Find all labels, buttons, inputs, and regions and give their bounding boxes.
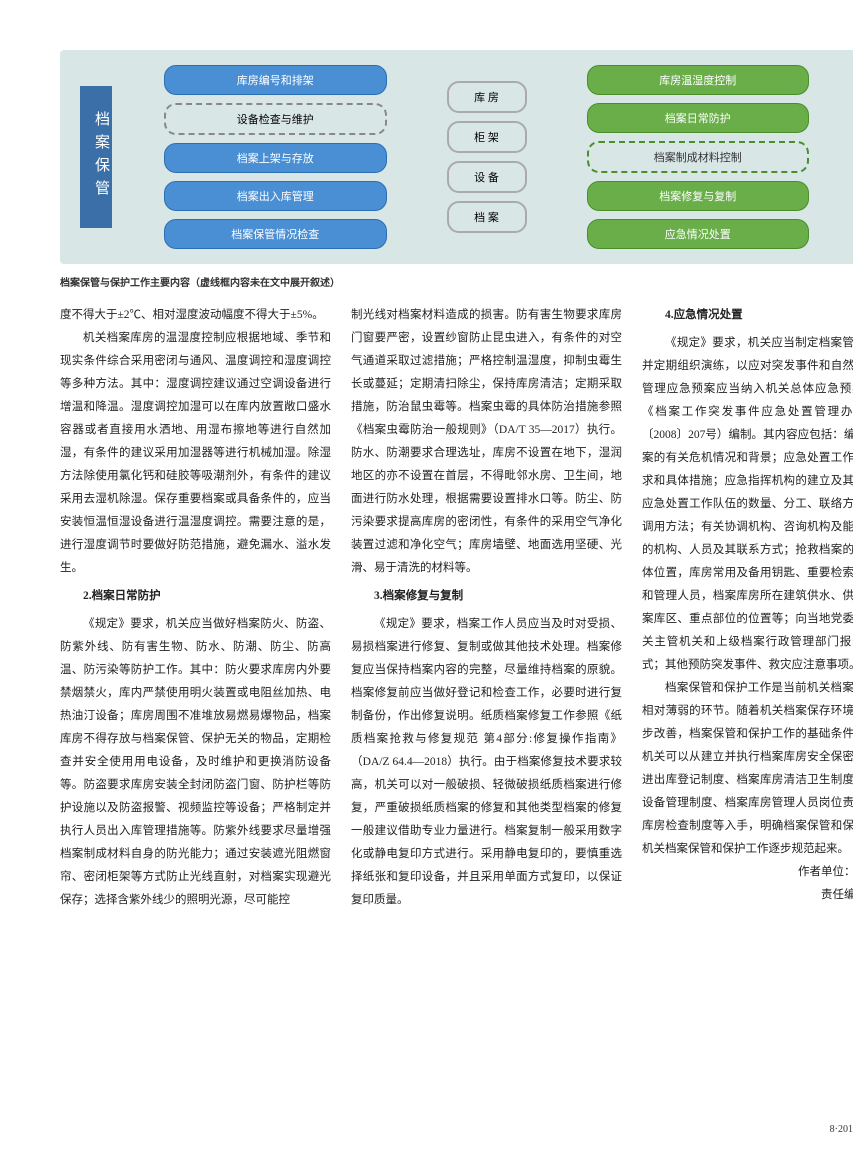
diagram: 档案保管 库房编号和排架 设备检查与维护 档案上架与存放 档案出入库管理 档案保… [60,50,853,264]
author: 作者单位：国家档案局 [642,861,853,884]
box-m-3: 档 案 [447,201,527,233]
col1: 库房编号和排架 设备检查与维护 档案上架与存放 档案出入库管理 档案保管情况检查 [164,65,387,249]
box-m-2: 设 备 [447,161,527,193]
box-c1-4: 档案保管情况检查 [164,219,387,249]
box-c2-1: 档案日常防护 [587,103,810,133]
p3: 《规定》要求，机关应当做好档案防火、防盗、防紫外线、防有害生物、防水、防潮、防尘… [60,613,331,912]
footer: 8·2019 中国档案 37 [830,1120,853,1135]
h4: 4.应急情况处置 [642,304,853,327]
box-m-0: 库 房 [447,81,527,113]
p1: 度不得大于±2℃、相对湿度波动幅度不得大于±5%。 [60,304,331,327]
p5: 《规定》要求，档案工作人员应当及时对受损、易损档案进行修复、复制或做其他技术处理… [351,613,622,912]
box-c1-0: 库房编号和排架 [164,65,387,95]
p4: 制光线对档案材料造成的损害。防有害生物要求库房门窗要严密，设置纱窗防止昆虫进入，… [351,304,622,580]
box-c2-3: 档案修复与复制 [587,181,810,211]
caption: 档案保管与保护工作主要内容（虚线框内容未在文中展开叙述） [60,274,853,289]
h2: 2.档案日常防护 [60,585,331,608]
ft-date: 8·2019 [830,1124,853,1135]
col2: 库房温湿度控制 档案日常防护 档案制成材料控制 档案修复与复制 应急情况处置 [587,65,810,249]
h3: 3.档案修复与复制 [351,585,622,608]
box-c2-4: 应急情况处置 [587,219,810,249]
mid-col: 库 房 柜 架 设 备 档 案 [447,81,527,233]
p2: 机关档案库房的温湿度控制应根据地域、季节和现实条件综合采用密闭与通风、温度调控和… [60,327,331,580]
p6: 《规定》要求，机关应当制定档案管理应急预案并定期组织演练，以应对突发事件和自然灾… [642,332,853,677]
box-c2-2: 档案制成材料控制 [587,141,810,173]
left-label: 档案保管 [80,86,112,228]
body-text: 度不得大于±2℃、相对湿度波动幅度不得大于±5%。 机关档案库房的温湿度控制应根… [60,304,853,912]
box-m-1: 柜 架 [447,121,527,153]
editor: 责任编辑：田小燕 [642,884,853,907]
box-c1-2: 档案上架与存放 [164,143,387,173]
box-c1-1: 设备检查与维护 [164,103,387,135]
box-c1-3: 档案出入库管理 [164,181,387,211]
p7: 档案保管和保护工作是当前机关档案工作中一个相对薄弱的环节。随着机关档案保存环境和… [642,677,853,861]
box-c2-0: 库房温湿度控制 [587,65,810,95]
